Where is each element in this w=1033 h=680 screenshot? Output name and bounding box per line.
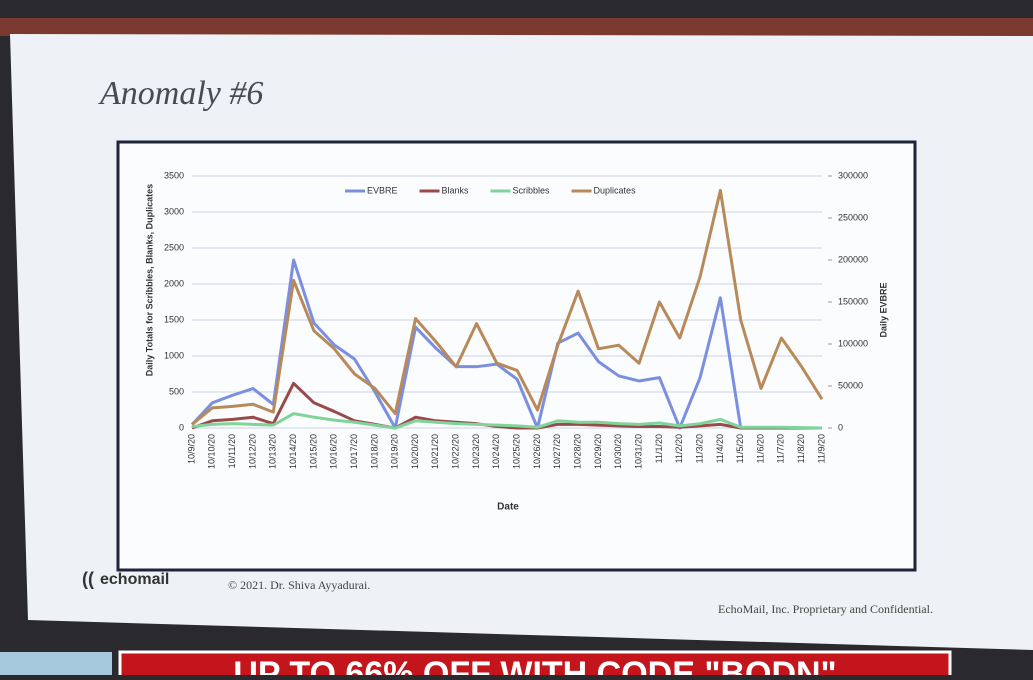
x-tick-label: 11/4/20 [715,434,725,463]
x-tick-label: 10/14/20 [288,434,298,469]
x-tick-label: 10/19/20 [390,434,400,469]
banner-left [0,652,112,675]
banner-text: UP TO 66% OFF WITH CODE "BODN" [233,655,836,675]
x-tick-label: 10/17/20 [349,434,359,469]
x-tick-label: 10/16/20 [329,434,339,469]
y2-tick-label: 100000 [838,338,868,348]
x-tick-label: 10/31/20 [633,434,643,469]
y-tick-label: 2500 [164,242,184,252]
x-tick-label: 11/6/20 [755,434,765,463]
x-tick-label: 11/3/20 [694,434,704,463]
x-tick-label: 10/24/20 [491,434,501,469]
x-tick-label: 10/20/20 [410,434,420,469]
y-tick-label: 1500 [164,314,184,324]
x-tick-label: 11/9/20 [816,434,826,463]
x-axis-title: Date [497,502,519,513]
y-axis-title: Daily Totals for Scribbles, Blanks, Dupl… [144,184,154,376]
x-tick-label: 11/8/20 [796,434,806,463]
x-tick-label: 10/26/20 [532,434,542,469]
x-tick-label: 10/15/20 [308,434,318,469]
y-tick-label: 1000 [164,350,184,360]
y-tick-label: 3500 [164,170,184,180]
y2-tick-label: 50000 [838,380,863,390]
legend-label: Blanks [442,185,470,195]
x-tick-label: 11/2/20 [674,434,684,463]
legend-label: Scribbles [513,185,551,195]
x-tick-label: 10/30/20 [613,434,623,469]
slide-top-band [0,18,1033,36]
logo: (( [82,569,94,589]
series-line [190,258,743,430]
x-tick-label: 10/18/20 [369,434,379,469]
y-tick-label: 2000 [164,278,184,288]
series-line [191,412,823,430]
x-tick-label: 10/11/20 [227,434,237,468]
y2-tick-label: 300000 [838,170,868,180]
confidential: EchoMail, Inc. Proprietary and Confident… [718,602,933,616]
y-tick-label: 500 [169,386,184,396]
series-line [191,188,824,426]
x-tick-label: 10/22/20 [451,434,461,469]
y2-tick-label: 0 [838,422,843,432]
x-tick-label: 11/1/20 [654,434,664,463]
x-tick-label: 10/23/20 [471,434,481,469]
legend-label: Duplicates [594,185,637,195]
x-tick-label: 10/27/20 [552,434,562,469]
y2-axis-title: Daily EVBRE [878,282,888,337]
y2-tick-label: 150000 [838,296,868,306]
y-tick-label: 0 [179,422,184,432]
legend-label: EVBRE [367,185,398,195]
y2-tick-label: 250000 [838,212,868,222]
x-tick-label: 10/21/20 [430,434,440,469]
x-tick-label: 10/12/20 [247,434,257,469]
x-tick-label: 11/7/20 [776,434,786,463]
x-tick-label: 10/13/20 [268,434,278,469]
y-tick-label: 3000 [164,206,184,216]
series-line [191,381,822,430]
chart-title: Anomaly #6 [98,75,263,112]
logo-text: echomail [100,571,169,588]
x-tick-label: 10/29/20 [593,434,603,469]
y2-tick-label: 200000 [838,254,868,264]
x-tick-label: 10/25/20 [512,434,522,469]
copyright: © 2021. Dr. Shiva Ayyadurai. [228,578,370,592]
x-tick-label: 10/28/20 [573,434,583,469]
x-tick-label: 11/5/20 [735,434,745,463]
x-tick-label: 10/9/20 [186,434,196,464]
plot: 0 500 1000 1500 2000 2500 3000 3500 0 50000 100000… [164,170,868,469]
x-tick-label: 10/10/20 [207,434,217,469]
